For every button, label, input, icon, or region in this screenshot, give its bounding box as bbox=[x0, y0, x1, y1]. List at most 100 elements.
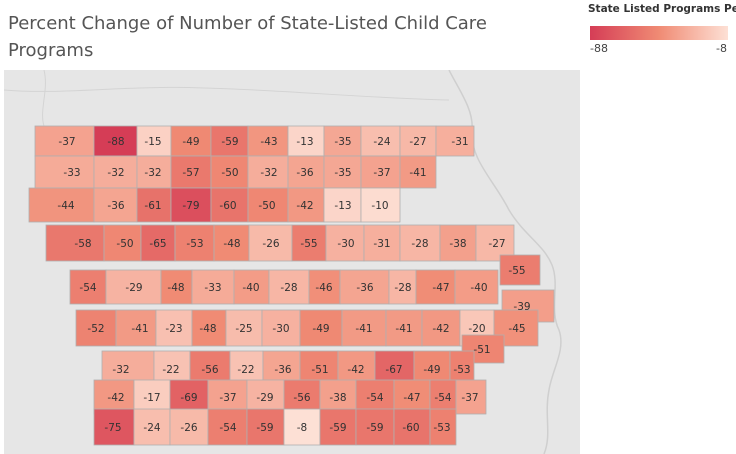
county-shape[interactable] bbox=[136, 155, 172, 189]
county-shape[interactable] bbox=[93, 379, 135, 415]
county-shape[interactable] bbox=[341, 309, 387, 347]
county-shape[interactable] bbox=[136, 187, 172, 223]
county-shape[interactable] bbox=[247, 125, 289, 157]
county-shape[interactable] bbox=[363, 224, 401, 262]
county-shape[interactable] bbox=[191, 269, 235, 305]
county-shape[interactable] bbox=[435, 125, 475, 157]
county-shape[interactable] bbox=[319, 379, 357, 415]
county-value-label: -51 bbox=[311, 364, 328, 376]
county-value-label: -43 bbox=[260, 136, 277, 148]
county-shape[interactable] bbox=[283, 408, 321, 446]
county-shape[interactable] bbox=[28, 187, 95, 223]
map-area[interactable]: -37 -88 -15 -49 -59 -43 -13 -35 -24 -27 -31 -33 -32 -… bbox=[4, 70, 580, 454]
county-shape[interactable] bbox=[355, 408, 395, 446]
county-shape[interactable] bbox=[261, 309, 301, 347]
county-shape[interactable] bbox=[323, 125, 362, 157]
county-shape[interactable] bbox=[454, 269, 499, 305]
legend-min-label: -88 bbox=[590, 42, 608, 55]
county-shape[interactable] bbox=[323, 155, 362, 189]
county-shape[interactable] bbox=[45, 224, 105, 262]
county-shape[interactable] bbox=[439, 224, 477, 262]
county-shape[interactable] bbox=[283, 379, 321, 415]
county-value-label: -30 bbox=[337, 238, 354, 250]
county-shape[interactable] bbox=[93, 408, 135, 446]
legend-title[interactable]: State Listed Programs Pe... bbox=[588, 3, 736, 15]
county-value-label: -61 bbox=[144, 200, 161, 212]
county-value-label: -27 bbox=[488, 238, 505, 250]
county-shape[interactable] bbox=[115, 309, 157, 347]
county-shape[interactable] bbox=[191, 309, 227, 347]
county-shape[interactable] bbox=[499, 254, 541, 286]
county-value-label: -49 bbox=[182, 136, 199, 148]
county-value-label: -20 bbox=[468, 323, 485, 335]
county-shape[interactable] bbox=[233, 269, 270, 305]
county-value-label: -58 bbox=[74, 238, 91, 250]
county-shape[interactable] bbox=[325, 224, 365, 262]
county-shape[interactable] bbox=[299, 309, 343, 347]
county-shape[interactable] bbox=[69, 269, 107, 305]
county-shape[interactable] bbox=[399, 224, 441, 262]
county-shape[interactable] bbox=[213, 224, 250, 262]
county-shape[interactable] bbox=[247, 155, 289, 189]
county-value-label: -40 bbox=[470, 282, 487, 294]
county-shape[interactable] bbox=[339, 269, 390, 305]
county-shape[interactable] bbox=[455, 379, 487, 415]
county-value-label: -24 bbox=[373, 136, 390, 148]
iowa-county-map[interactable]: -37 -88 -15 -49 -59 -43 -13 -35 -24 -27 -31 -33 -32 -… bbox=[4, 70, 580, 454]
county-shape[interactable] bbox=[155, 309, 193, 347]
county-shape[interactable] bbox=[429, 408, 457, 446]
county-shape[interactable] bbox=[34, 125, 95, 157]
county-shape[interactable] bbox=[140, 224, 176, 262]
county-shape[interactable] bbox=[323, 187, 362, 223]
county-shape[interactable] bbox=[160, 269, 193, 305]
county-shape[interactable] bbox=[287, 125, 325, 157]
county-shape[interactable] bbox=[170, 187, 212, 223]
county-value-label: -54 bbox=[434, 392, 451, 404]
county-shape[interactable] bbox=[34, 155, 95, 189]
county-shape[interactable] bbox=[287, 187, 325, 223]
county-shape[interactable] bbox=[415, 269, 456, 305]
county-shape[interactable] bbox=[308, 269, 341, 305]
county-shape[interactable] bbox=[268, 269, 310, 305]
county-shape[interactable] bbox=[399, 155, 437, 189]
county-shape[interactable] bbox=[169, 379, 209, 415]
county-shape[interactable] bbox=[385, 309, 423, 347]
county-shape[interactable] bbox=[393, 408, 431, 446]
county-shape[interactable] bbox=[170, 155, 212, 189]
county-value-label: -32 bbox=[260, 167, 277, 179]
county-shape[interactable] bbox=[319, 408, 357, 446]
county-shape[interactable] bbox=[393, 379, 431, 415]
county-value-label: -26 bbox=[180, 422, 197, 434]
state-border-line bbox=[4, 86, 450, 101]
county-value-label: -41 bbox=[355, 323, 372, 335]
county-shape[interactable] bbox=[360, 187, 401, 223]
legend-color-ramp[interactable] bbox=[590, 26, 728, 40]
county-value-label: -42 bbox=[107, 392, 124, 404]
county-value-label: -88 bbox=[107, 136, 124, 148]
county-value-label: -53 bbox=[186, 238, 203, 250]
county-shape[interactable] bbox=[291, 224, 327, 262]
county-value-label: -32 bbox=[112, 364, 129, 376]
county-shape[interactable] bbox=[133, 408, 171, 446]
county-shape[interactable] bbox=[105, 269, 162, 305]
county-value-label: -13 bbox=[334, 200, 351, 212]
counties-layer[interactable] bbox=[28, 125, 555, 446]
county-value-label: -30 bbox=[272, 323, 289, 335]
county-shape[interactable] bbox=[247, 187, 289, 223]
county-shape[interactable] bbox=[210, 187, 249, 223]
county-shape[interactable] bbox=[169, 408, 209, 446]
county-shape[interactable] bbox=[133, 379, 171, 415]
county-shape[interactable] bbox=[246, 408, 285, 446]
county-value-label: -60 bbox=[219, 200, 236, 212]
county-value-label: -65 bbox=[149, 238, 166, 250]
county-shape[interactable] bbox=[287, 155, 325, 189]
county-shape[interactable] bbox=[93, 187, 138, 223]
county-shape[interactable] bbox=[103, 224, 142, 262]
county-value-label: -45 bbox=[508, 323, 525, 335]
county-shape[interactable] bbox=[207, 379, 248, 415]
county-shape[interactable] bbox=[355, 379, 395, 415]
county-shape[interactable] bbox=[360, 155, 401, 189]
county-value-label: -49 bbox=[312, 323, 329, 335]
county-value-label: -17 bbox=[143, 392, 160, 404]
county-shape[interactable] bbox=[210, 155, 249, 189]
